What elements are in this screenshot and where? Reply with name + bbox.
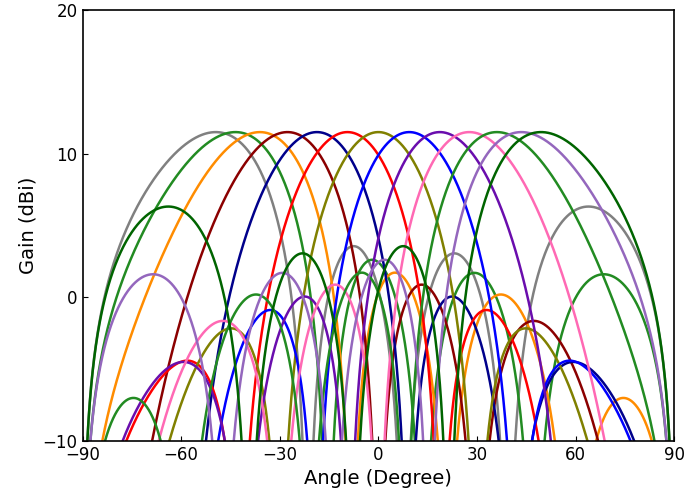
Y-axis label: Gain (dBi): Gain (dBi) [18, 177, 37, 274]
X-axis label: Angle (Degree): Angle (Degree) [305, 469, 452, 488]
